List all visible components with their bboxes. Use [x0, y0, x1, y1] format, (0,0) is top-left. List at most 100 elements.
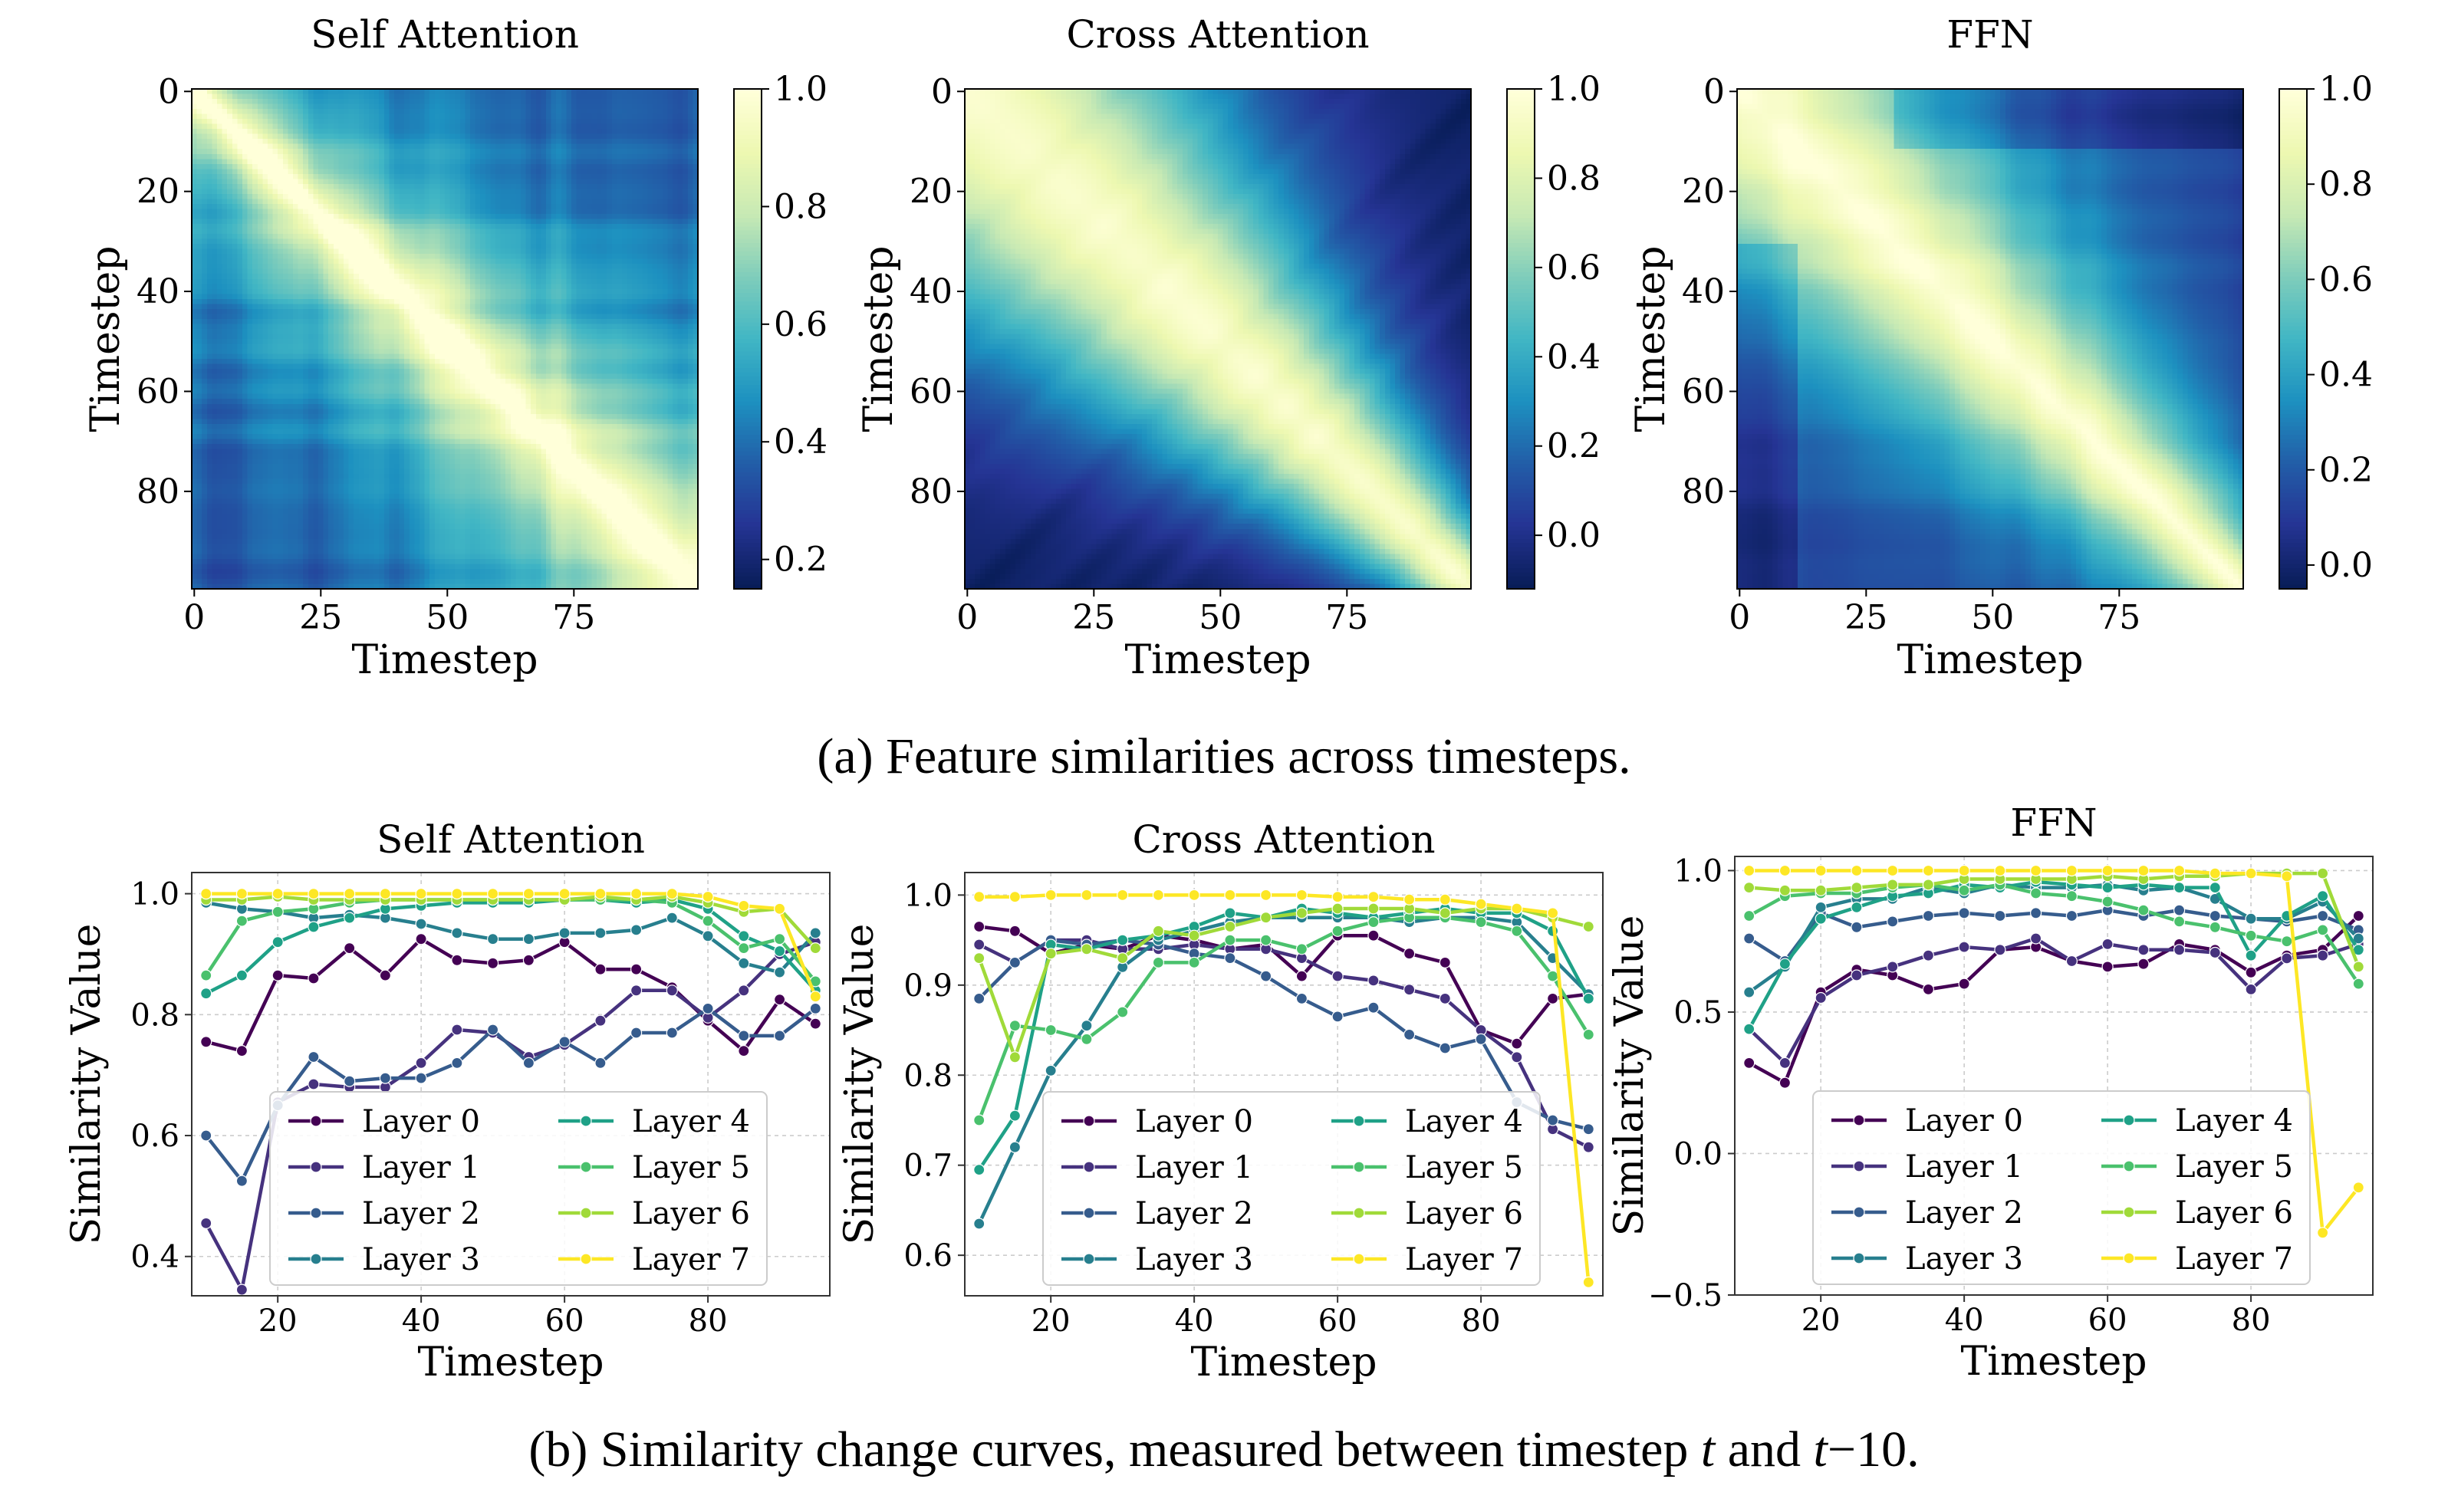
heatmap-cell — [536, 89, 541, 94]
heatmap-cell — [364, 229, 369, 235]
heatmap-cell — [531, 254, 536, 259]
heatmap-cell — [222, 249, 228, 255]
heatmap-cell — [237, 154, 242, 159]
heatmap-cell — [217, 224, 222, 229]
heatmap-cell — [445, 269, 450, 274]
heatmap-cell — [313, 274, 318, 279]
heatmap-cell — [673, 94, 678, 100]
heatmap-cell — [293, 169, 298, 174]
heatmap-cell — [602, 99, 607, 104]
heatmap-cell — [207, 229, 212, 235]
heatmap-cell — [551, 249, 557, 255]
heatmap-cell — [283, 149, 288, 154]
heatmap-cell — [400, 119, 405, 124]
heatmap-cell — [612, 259, 617, 265]
heatmap-cell — [663, 189, 668, 194]
heatmap-cell — [587, 199, 592, 204]
heatmap-cell — [435, 124, 440, 130]
heatmap-cell — [505, 209, 511, 214]
heatmap-cell — [627, 249, 633, 255]
heatmap-cell — [197, 129, 202, 134]
heatmap-cell — [354, 104, 359, 110]
heatmap-cell — [577, 269, 582, 274]
heatmap-cell — [581, 129, 587, 134]
heatmap-cell — [566, 194, 571, 199]
heatmap-cell — [338, 279, 344, 284]
heatmap-cell — [577, 119, 582, 124]
heatmap-cell — [632, 224, 637, 229]
heatmap-cell — [673, 114, 678, 120]
heatmap-cell — [429, 134, 435, 140]
heatmap-cell — [465, 184, 470, 189]
heatmap-cell — [404, 89, 410, 94]
heatmap-cell — [278, 119, 283, 124]
heatmap-cell — [566, 129, 571, 134]
heatmap-cell — [521, 134, 526, 140]
heatmap-cell — [577, 239, 582, 245]
heatmap-cell — [561, 129, 567, 134]
heatmap-cell — [536, 179, 541, 184]
heatmap-cell — [581, 139, 587, 144]
heatmap-cell — [591, 144, 597, 150]
heatmap-cell — [318, 104, 324, 110]
heatmap-cell — [531, 114, 536, 120]
heatmap-cell — [212, 139, 217, 144]
heatmap-cell — [531, 204, 536, 209]
heatmap-cell — [288, 204, 293, 209]
heatmap-cell — [389, 239, 394, 245]
heatmap-cell — [232, 99, 238, 104]
heatmap-cell — [389, 179, 394, 184]
heatmap-cell — [642, 204, 647, 209]
heatmap-cell — [597, 139, 602, 144]
heatmap-cell — [374, 129, 380, 134]
heatmap-cell — [470, 169, 475, 174]
heatmap-cell — [394, 209, 400, 214]
heatmap-cell — [318, 209, 324, 214]
heatmap-cell — [288, 189, 293, 194]
heatmap-cell — [531, 259, 536, 265]
heatmap-cell — [328, 254, 334, 259]
heatmap-cell — [515, 144, 521, 150]
heatmap-cell — [410, 94, 415, 100]
heatmap-cell — [394, 119, 400, 124]
heatmap-cell — [318, 229, 324, 235]
heatmap-cell — [192, 249, 197, 255]
heatmap-cell — [602, 139, 607, 144]
heatmap-cell — [202, 239, 207, 245]
heatmap-cell — [318, 124, 324, 130]
heatmap-cell — [465, 94, 470, 100]
heatmap-cell — [505, 184, 511, 189]
heatmap-cell — [379, 219, 384, 225]
heatmap-cell — [369, 179, 374, 184]
heatmap-cell — [192, 104, 197, 110]
heatmap-cell — [344, 154, 349, 159]
heatmap-cell — [587, 249, 592, 255]
heatmap-cell — [663, 264, 668, 269]
heatmap-cell — [460, 194, 466, 199]
heatmap-cell — [647, 104, 653, 110]
heatmap-cell — [577, 129, 582, 134]
heatmap-cell — [248, 249, 253, 255]
heatmap-cell — [526, 154, 531, 159]
heatmap-cell — [667, 169, 673, 174]
heatmap-cell — [546, 219, 551, 225]
heatmap-cell — [303, 104, 308, 110]
heatmap-cell — [374, 149, 380, 154]
heatmap-cell — [278, 164, 283, 169]
heatmap-cell — [429, 94, 435, 100]
heatmap-cell — [627, 194, 633, 199]
heatmap-cell — [425, 89, 430, 94]
heatmap-cell — [303, 109, 308, 114]
heatmap-cell — [546, 159, 551, 164]
heatmap-cell — [202, 214, 207, 219]
heatmap-cell — [561, 199, 567, 204]
heatmap-cell — [212, 199, 217, 204]
heatmap-cell — [303, 139, 308, 144]
heatmap-cell — [505, 134, 511, 140]
heatmap-cell — [425, 159, 430, 164]
heatmap-cell — [587, 244, 592, 249]
heatmap-cell — [566, 144, 571, 150]
heatmap-cell — [622, 139, 627, 144]
heatmap-cell — [384, 264, 390, 269]
heatmap-cell — [485, 254, 491, 259]
